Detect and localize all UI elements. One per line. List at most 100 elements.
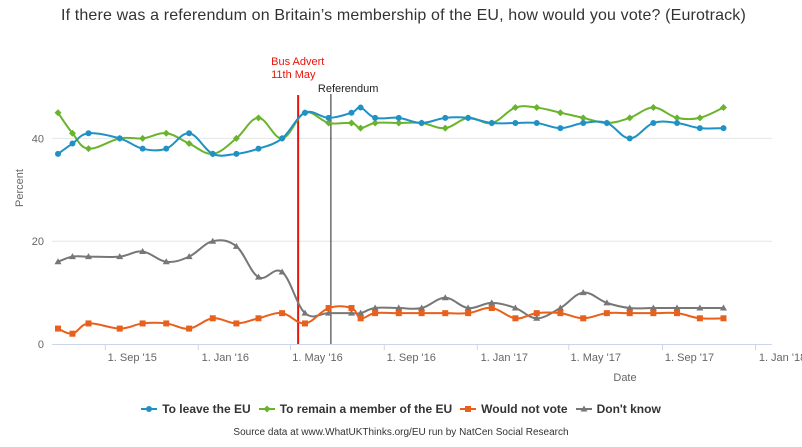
data-point-would-not-vote bbox=[69, 330, 76, 337]
legend-item-would-not-vote[interactable]: Would not vote bbox=[460, 402, 568, 416]
data-point-to-remain-a-member-of-the-eu bbox=[232, 134, 240, 142]
data-point-don-t-know bbox=[556, 304, 564, 311]
series-line-don-t-know[interactable] bbox=[57, 239, 724, 320]
data-point-to-leave-the-eu bbox=[442, 114, 449, 121]
series-line-to-remain-a-member-of-the-eu[interactable] bbox=[57, 105, 724, 155]
data-point-don-t-know bbox=[719, 304, 727, 311]
legend-symbol-diamond-icon bbox=[258, 405, 275, 413]
data-point-to-leave-the-eu bbox=[357, 104, 364, 111]
legend: To leave the EU To remain a member of the… bbox=[0, 402, 802, 418]
data-point-to-leave-the-eu bbox=[55, 150, 61, 157]
data-point-would-not-vote bbox=[580, 315, 587, 322]
data-point-don-t-know bbox=[673, 304, 681, 311]
y-tick-label-40: 40 bbox=[32, 133, 44, 145]
series-line-to-leave-the-eu[interactable] bbox=[57, 106, 724, 157]
data-point-don-t-know bbox=[488, 299, 496, 306]
data-point-would-not-vote bbox=[279, 310, 286, 317]
data-point-don-t-know bbox=[357, 309, 365, 316]
data-point-to-leave-the-eu bbox=[372, 114, 379, 121]
legend-symbol-circle-icon bbox=[141, 406, 158, 412]
data-point-would-not-vote bbox=[255, 315, 262, 322]
legend-item-don-t-know[interactable]: Don't know bbox=[575, 402, 661, 416]
data-point-to-leave-the-eu bbox=[488, 119, 495, 126]
data-point-would-not-vote bbox=[348, 305, 355, 312]
data-point-to-leave-the-eu bbox=[69, 140, 76, 147]
series-would-not-vote bbox=[55, 305, 727, 337]
data-point-don-t-know bbox=[68, 253, 76, 260]
data-point-would-not-vote bbox=[209, 315, 216, 322]
data-point-don-t-know bbox=[301, 309, 309, 316]
data-point-would-not-vote bbox=[465, 310, 472, 317]
data-point-don-t-know bbox=[84, 253, 92, 260]
x-axis-title: Date bbox=[613, 372, 636, 384]
data-point-don-t-know bbox=[441, 294, 449, 301]
legend-marker bbox=[580, 405, 588, 412]
chart-title: If there was a referendum on Britain’s m… bbox=[61, 7, 746, 24]
data-point-to-remain-a-member-of-the-eu bbox=[673, 114, 681, 122]
data-point-to-leave-the-eu bbox=[255, 145, 262, 152]
data-point-to-remain-a-member-of-the-eu bbox=[441, 124, 449, 132]
data-point-to-remain-a-member-of-the-eu bbox=[347, 119, 355, 127]
data-point-to-leave-the-eu bbox=[603, 119, 610, 126]
data-point-to-remain-a-member-of-the-eu bbox=[254, 114, 262, 122]
data-point-don-t-know bbox=[626, 304, 634, 311]
data-point-to-leave-the-eu bbox=[116, 135, 123, 142]
data-point-to-remain-a-member-of-the-eu bbox=[68, 129, 76, 137]
data-point-don-t-know bbox=[209, 237, 217, 244]
data-point-to-remain-a-member-of-the-eu bbox=[84, 145, 92, 153]
legend-label: To leave the EU bbox=[162, 402, 251, 416]
data-point-would-not-vote bbox=[85, 320, 92, 327]
data-point-to-leave-the-eu bbox=[85, 130, 92, 137]
data-point-to-leave-the-eu bbox=[139, 145, 146, 152]
data-point-to-leave-the-eu bbox=[186, 130, 193, 137]
data-point-to-remain-a-member-of-the-eu bbox=[696, 114, 704, 122]
data-point-would-not-vote bbox=[442, 310, 449, 317]
legend-item-to-remain-a-member-of-the-eu[interactable]: To remain a member of the EU bbox=[258, 402, 453, 416]
data-point-don-t-know bbox=[418, 304, 426, 311]
data-point-to-remain-a-member-of-the-eu bbox=[649, 104, 657, 112]
credits[interactable]: Source data at www.WhatUKThinks.org/EU r… bbox=[233, 427, 569, 438]
data-point-would-not-vote bbox=[488, 305, 495, 312]
data-point-would-not-vote bbox=[325, 305, 332, 312]
data-point-to-leave-the-eu bbox=[626, 135, 633, 142]
data-point-to-leave-the-eu bbox=[395, 114, 402, 121]
data-point-would-not-vote bbox=[372, 310, 379, 317]
data-point-to-leave-the-eu bbox=[209, 150, 216, 157]
legend-marker bbox=[146, 406, 153, 412]
data-point-don-t-know bbox=[278, 268, 286, 275]
data-point-would-not-vote bbox=[720, 315, 727, 322]
legend-label: To remain a member of the EU bbox=[279, 402, 453, 416]
data-point-don-t-know bbox=[464, 304, 472, 311]
data-point-don-t-know bbox=[649, 304, 657, 311]
series-don-t-know bbox=[54, 237, 727, 321]
data-point-would-not-vote bbox=[357, 315, 364, 322]
data-point-to-leave-the-eu bbox=[418, 119, 425, 126]
y-tick-label-20: 20 bbox=[32, 236, 44, 248]
series-line-would-not-vote[interactable] bbox=[57, 305, 724, 335]
data-point-would-not-vote bbox=[301, 320, 308, 327]
legend-label: Don't know bbox=[596, 402, 661, 416]
y-axis-title: Percent bbox=[14, 169, 26, 207]
data-point-don-t-know bbox=[185, 253, 193, 260]
data-point-would-not-vote bbox=[233, 320, 240, 327]
data-point-to-remain-a-member-of-the-eu bbox=[626, 114, 634, 122]
legend-item-to-leave-the-eu[interactable]: To leave the EU bbox=[141, 402, 251, 416]
data-point-don-t-know bbox=[54, 258, 62, 265]
data-point-would-not-vote bbox=[673, 310, 680, 317]
x-tick-label: 1. Jan '18 bbox=[759, 352, 802, 364]
data-point-don-t-know bbox=[533, 314, 541, 321]
data-point-don-t-know bbox=[511, 304, 519, 311]
data-point-to-leave-the-eu bbox=[512, 119, 519, 126]
data-point-would-not-vote bbox=[55, 325, 61, 332]
data-point-don-t-know bbox=[603, 299, 611, 306]
data-point-would-not-vote bbox=[650, 310, 657, 317]
legend-marker bbox=[465, 406, 472, 412]
data-point-to-remain-a-member-of-the-eu bbox=[719, 104, 727, 112]
data-point-to-remain-a-member-of-the-eu bbox=[533, 104, 541, 112]
data-point-to-remain-a-member-of-the-eu bbox=[162, 129, 170, 137]
x-tick-label: 1. Jan '16 bbox=[202, 352, 249, 364]
legend-symbol-square-icon bbox=[460, 406, 477, 412]
data-point-to-remain-a-member-of-the-eu bbox=[371, 119, 379, 127]
data-point-to-leave-the-eu bbox=[696, 125, 703, 132]
data-point-to-leave-the-eu bbox=[325, 114, 332, 121]
